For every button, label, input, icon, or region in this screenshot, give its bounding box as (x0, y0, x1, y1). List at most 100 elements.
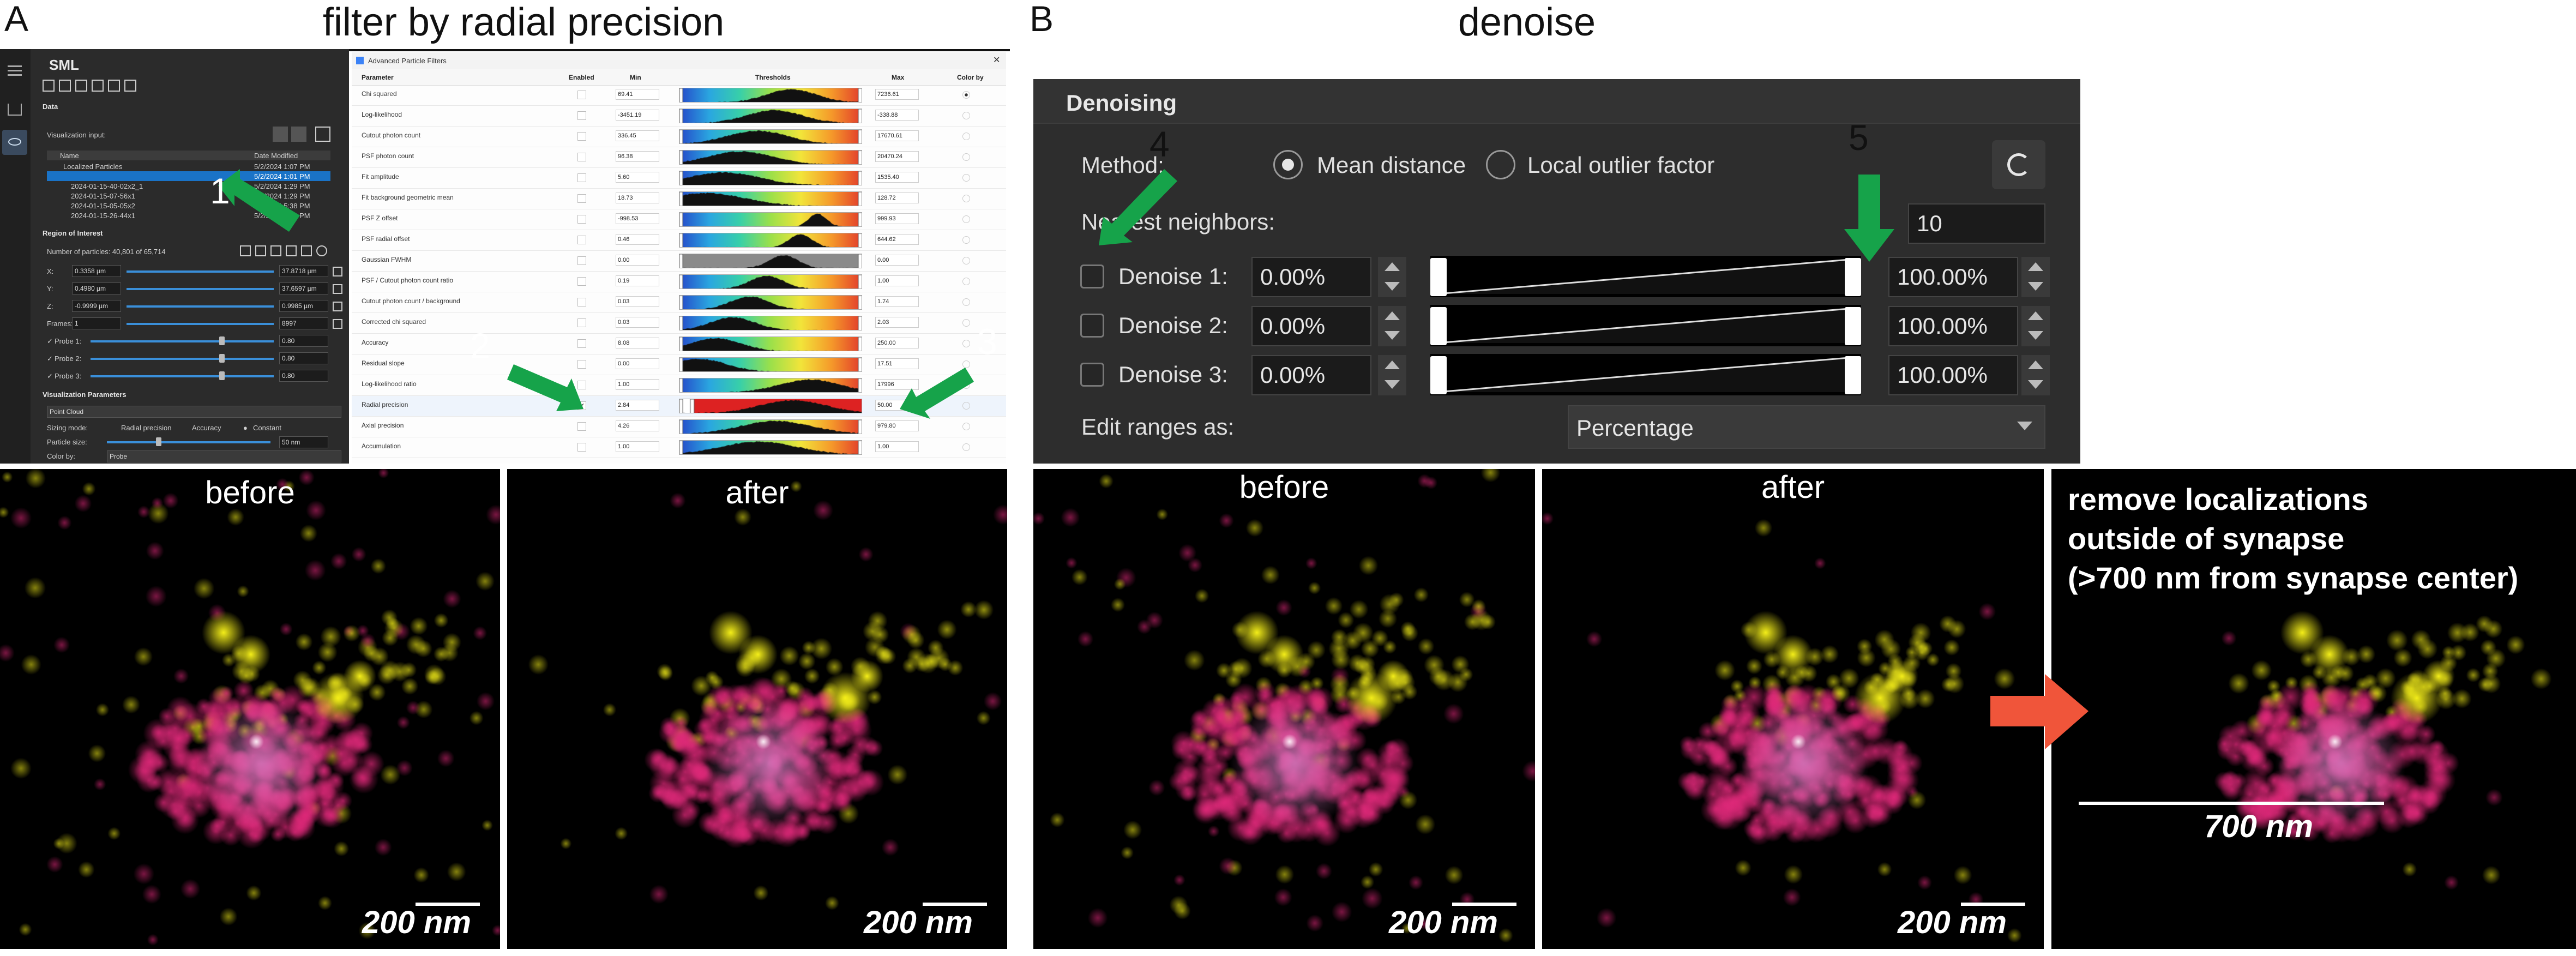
filter-max-field[interactable]: 1.00 (875, 441, 919, 452)
filter-min-field[interactable]: 5.60 (616, 172, 659, 183)
spin-icon[interactable] (661, 382, 670, 388)
roi-slider[interactable] (127, 323, 274, 325)
roi-max-field[interactable]: 8997 (279, 317, 328, 329)
filter-max-field[interactable]: 20470.24 (875, 151, 919, 162)
color-by-radio[interactable] (962, 257, 970, 264)
filter-min-field[interactable]: 4.26 (616, 420, 659, 431)
roi-slider[interactable] (127, 270, 274, 273)
color-by-radio[interactable] (962, 174, 970, 182)
filter-threshold-slider[interactable] (679, 440, 862, 455)
import-icon[interactable] (92, 80, 104, 92)
particle-size-knob[interactable] (156, 437, 161, 446)
color-by-radio[interactable] (962, 236, 970, 244)
particle-size-field[interactable]: 50 nm (279, 436, 328, 448)
vis-type-select[interactable]: Point Cloud (47, 406, 341, 418)
filter-enabled-checkbox[interactable] (577, 360, 586, 369)
filter-min-field[interactable]: 0.46 (616, 234, 659, 245)
denoise-min-field[interactable]: 0.00% (1251, 257, 1371, 297)
filter-enabled-checkbox[interactable] (577, 318, 586, 327)
probe-check[interactable]: ✓ (47, 354, 53, 363)
spin-icon[interactable] (661, 257, 670, 264)
probe-check[interactable]: ✓ (47, 337, 53, 345)
filter-min-field[interactable]: 8.08 (616, 338, 659, 348)
filter-max-field[interactable]: -338.88 (875, 110, 919, 121)
filter-max-field[interactable]: 1.00 (875, 275, 919, 286)
color-by-radio[interactable] (962, 91, 970, 99)
color-by-select[interactable]: Probe (107, 450, 341, 462)
filter-threshold-slider[interactable] (679, 357, 862, 372)
spin-icon[interactable] (661, 195, 670, 202)
filter-threshold-slider[interactable] (679, 212, 862, 227)
probe-check[interactable]: ✓ (47, 372, 53, 380)
filter-min-field[interactable]: 0.00 (616, 358, 659, 369)
color-by-radio[interactable] (962, 423, 970, 430)
filter-min-field[interactable]: 0.03 (616, 317, 659, 328)
filter-max-field[interactable]: 250.00 (875, 338, 919, 348)
pointer-icon[interactable] (270, 245, 281, 256)
method-radio-lof[interactable] (1486, 150, 1515, 179)
filter-max-field[interactable]: 0.00 (875, 255, 919, 266)
sizing-option-radial[interactable]: Radial precision (121, 424, 172, 432)
color-by-radio[interactable] (962, 112, 970, 119)
roi-min-field[interactable]: 0.4980 µm (72, 282, 121, 294)
archive-icon[interactable] (108, 80, 120, 92)
denoise-max-field[interactable]: 100.00% (1888, 355, 2018, 395)
filter-min-field[interactable]: 1.00 (616, 379, 659, 390)
close-icon[interactable]: ✕ (993, 56, 1001, 65)
hamburger-icon[interactable] (8, 65, 22, 67)
color-by-radio[interactable] (962, 215, 970, 223)
filter-max-field[interactable]: 2.03 (875, 317, 919, 328)
vis-add-icon[interactable] (273, 127, 288, 142)
folder-icon[interactable] (315, 127, 330, 142)
color-by-radio[interactable] (962, 153, 970, 161)
spin-icon[interactable] (661, 133, 670, 140)
color-by-radio[interactable] (962, 133, 970, 140)
filter-enabled-checkbox[interactable] (577, 194, 586, 203)
edit-icon[interactable] (333, 302, 342, 311)
filter-enabled-checkbox[interactable] (577, 298, 586, 306)
filter-enabled-checkbox[interactable] (577, 111, 586, 120)
refresh-button[interactable] (1992, 140, 2045, 189)
filter-enabled-checkbox[interactable] (577, 381, 586, 389)
color-by-radio[interactable] (962, 402, 970, 410)
tree-item[interactable]: 2024-01-15-40-02x2_1 5/2/2024 1:29 PM (47, 181, 330, 191)
filter-enabled-checkbox[interactable] (577, 236, 586, 244)
filter-min-field[interactable]: 0.00 (616, 255, 659, 266)
spin-icon[interactable] (661, 216, 670, 223)
filter-threshold-slider[interactable] (679, 233, 862, 248)
filter-threshold-slider[interactable] (679, 171, 862, 185)
method-radio-mean-distance[interactable] (1273, 150, 1303, 179)
filter-max-field[interactable]: 17996 (875, 379, 919, 390)
probe-value-field[interactable]: 0.80 (279, 352, 328, 364)
denoise-min-field[interactable]: 0.00% (1251, 355, 1371, 395)
denoise-checkbox[interactable] (1080, 363, 1104, 387)
filter-max-field[interactable]: 979.80 (875, 420, 919, 431)
filter-enabled-checkbox[interactable] (577, 173, 586, 182)
probe-value-field[interactable]: 0.80 (279, 370, 328, 382)
crop-icon[interactable] (255, 245, 266, 256)
color-by-radio[interactable] (962, 195, 970, 202)
filter-enabled-checkbox[interactable] (577, 256, 586, 265)
spin-icon[interactable] (661, 154, 670, 160)
filter-enabled-checkbox[interactable] (577, 443, 586, 452)
roi-max-field[interactable]: 0.9985 µm (279, 300, 328, 312)
edit-ranges-select[interactable]: Percentage (1568, 405, 2045, 449)
visualization-nav[interactable] (2, 130, 27, 155)
spin-icon[interactable] (661, 92, 670, 98)
probe-slider[interactable] (91, 340, 274, 342)
spin-icon[interactable] (661, 423, 670, 430)
export-icon[interactable] (75, 80, 87, 92)
roi-max-field[interactable]: 37.6597 µm (279, 282, 328, 294)
filter-threshold-slider[interactable] (679, 316, 862, 330)
filter-min-field[interactable]: -998.53 (616, 213, 659, 224)
filter-enabled-checkbox[interactable] (577, 132, 586, 141)
spin-icon[interactable] (661, 402, 670, 409)
filter-max-field[interactable]: 17.51 (875, 358, 919, 369)
color-by-radio[interactable] (962, 278, 970, 285)
filter-threshold-slider[interactable] (679, 88, 862, 103)
filter-threshold-slider[interactable] (679, 274, 862, 289)
filter-threshold-slider[interactable] (679, 150, 862, 165)
edit-icon[interactable] (333, 267, 342, 276)
roi-min-field[interactable]: 1 (72, 317, 121, 329)
script-icon[interactable] (124, 80, 136, 92)
